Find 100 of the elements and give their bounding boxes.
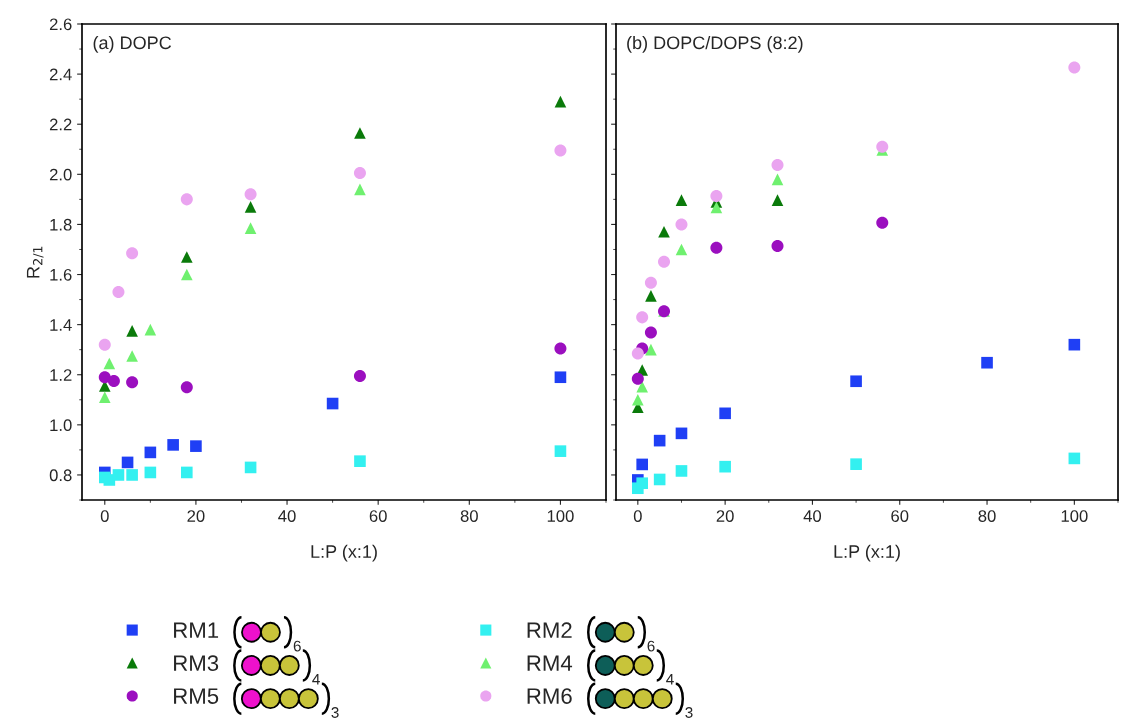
point — [771, 239, 784, 252]
point — [244, 222, 257, 234]
point — [554, 342, 567, 355]
legend-label: RM5 — [174, 688, 219, 704]
point — [850, 458, 862, 470]
point — [354, 455, 366, 467]
text: 3 — [685, 707, 693, 718]
text: (a) DOPC — [93, 35, 172, 53]
point — [719, 460, 731, 473]
point — [981, 356, 993, 369]
y-tick-label: 2.2 — [49, 118, 72, 131]
legend-label: RM2 — [527, 622, 572, 638]
x-tick-label: 20 — [187, 510, 205, 522]
x-tick-label: 20 — [716, 510, 734, 522]
point — [126, 350, 138, 362]
text: 3 — [331, 707, 339, 718]
point — [98, 391, 111, 404]
x-tick-label: 0 — [633, 510, 642, 522]
point — [126, 325, 138, 337]
point — [554, 95, 567, 108]
point — [710, 241, 723, 254]
point — [126, 469, 138, 481]
point — [675, 427, 688, 440]
x-tick-label: 100 — [547, 510, 574, 522]
legend-label: RM3 — [174, 655, 219, 672]
point — [876, 140, 889, 153]
y-tick-label: 2.0 — [49, 168, 72, 181]
x-tick-label: 60 — [369, 510, 387, 522]
point — [98, 338, 111, 351]
point — [126, 376, 139, 389]
point — [180, 193, 193, 206]
y-tick-label: 0.8 — [49, 469, 72, 482]
point — [636, 311, 649, 324]
x-axis-title: L:P (x:1) — [311, 544, 377, 562]
x-tick-label: 40 — [278, 510, 296, 522]
point — [675, 218, 688, 231]
point — [244, 188, 257, 201]
point — [180, 466, 193, 479]
y-tick-label: 1.6 — [50, 268, 72, 281]
y-tick-label: 2.4 — [49, 68, 72, 81]
point — [658, 255, 671, 268]
x-tick-label: 0 — [100, 510, 109, 522]
point — [326, 397, 339, 410]
point — [354, 127, 366, 139]
x-tick-label: 60 — [891, 510, 909, 522]
x-tick-label: 100 — [1061, 510, 1088, 522]
point — [554, 445, 567, 457]
y-axis-title: R$_{2/1}$ — [26, 246, 44, 278]
x-tick-label: 40 — [803, 510, 822, 522]
point — [645, 290, 657, 302]
point — [675, 194, 688, 206]
point — [653, 473, 666, 486]
point — [144, 466, 157, 479]
y-tick-label: 1.2 — [50, 369, 72, 381]
point — [354, 183, 366, 196]
point — [636, 477, 648, 490]
point — [190, 440, 202, 452]
point — [126, 247, 139, 260]
point — [710, 190, 723, 203]
point — [675, 465, 688, 477]
text: 6 — [293, 640, 301, 652]
point — [353, 167, 366, 180]
point — [876, 216, 889, 229]
point — [631, 347, 644, 360]
point — [632, 393, 644, 406]
point — [719, 407, 731, 420]
point — [107, 374, 120, 388]
point — [636, 458, 648, 471]
text: 4 — [312, 674, 320, 685]
point — [771, 194, 784, 206]
point — [554, 144, 567, 157]
legend-label: RM6 — [527, 688, 572, 704]
point — [353, 369, 366, 382]
legend-label: RM1 — [174, 622, 219, 638]
point — [771, 173, 784, 186]
point — [631, 372, 644, 385]
point — [244, 461, 257, 474]
x-axis-title: L:P (x:1) — [834, 544, 900, 562]
point — [144, 446, 157, 459]
point — [850, 375, 862, 388]
point — [675, 243, 688, 256]
point — [653, 434, 666, 447]
point — [244, 201, 257, 213]
point — [771, 159, 784, 172]
point — [1068, 61, 1081, 74]
point — [112, 286, 125, 299]
y-tick-label: 2.6 — [49, 18, 72, 31]
text: (b) DOPC/DOPS (8:2) — [627, 35, 803, 53]
point — [180, 251, 193, 263]
point — [180, 381, 193, 394]
legend-label: RM4 — [527, 655, 573, 671]
point — [1068, 338, 1081, 351]
x-tick-label: 80 — [460, 510, 478, 522]
point — [644, 326, 657, 339]
point — [180, 268, 193, 281]
point — [167, 439, 179, 451]
y-tick-label: 1.4 — [50, 319, 72, 331]
point — [710, 201, 723, 214]
text: 4 — [666, 674, 674, 685]
point — [112, 469, 125, 481]
